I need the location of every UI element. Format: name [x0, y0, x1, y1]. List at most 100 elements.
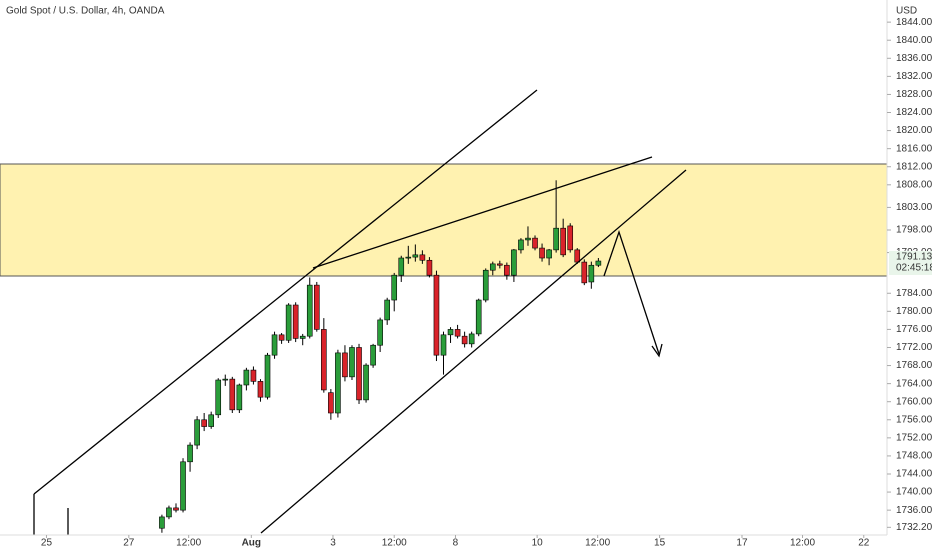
- y-tick-label: 1752.000: [896, 432, 932, 443]
- y-tick-label: 1764.000: [896, 378, 932, 389]
- candle-body: [539, 247, 545, 259]
- candle-body: [440, 334, 447, 356]
- y-tick-label: 1736.000: [896, 505, 932, 516]
- x-tick-label: 12:00: [585, 538, 610, 549]
- candle-body: [433, 274, 440, 356]
- candle-body: [215, 379, 222, 416]
- candle-body: [278, 334, 285, 341]
- supply-zone: [0, 163, 888, 277]
- y-tick-label: 1820.000: [896, 125, 932, 136]
- candle-body: [236, 384, 243, 411]
- candle-body: [489, 263, 496, 271]
- x-tick-label: 12:00: [382, 538, 407, 549]
- x-tick-label: 17: [736, 538, 748, 549]
- candle-body: [426, 259, 433, 276]
- y-tick-label: 1780.000: [896, 306, 932, 317]
- candle-body: [447, 329, 454, 336]
- y-tick-label: 1832.000: [896, 71, 932, 82]
- candle-body: [180, 461, 186, 511]
- candle-body: [349, 347, 355, 378]
- candle-body: [187, 444, 193, 463]
- y-tick-label: 1732.200: [896, 522, 932, 533]
- candle-body: [335, 352, 341, 414]
- candle-body: [363, 364, 369, 401]
- y-tick-label: 1812.000: [896, 161, 932, 172]
- candle-body: [377, 319, 383, 346]
- candle-body: [208, 414, 214, 427]
- candle-body: [257, 381, 264, 398]
- candle-body: [595, 260, 602, 266]
- candle-body: [159, 516, 165, 529]
- y-tick-label: 1816.000: [896, 143, 932, 154]
- candle-body: [342, 352, 348, 378]
- candle-body: [497, 263, 503, 266]
- y-tick-label: 1836.000: [896, 53, 932, 64]
- candle-body: [518, 239, 524, 251]
- y-tick-label: 1840.000: [896, 35, 932, 46]
- candles: [159, 180, 602, 533]
- y-tick-label: 1760.000: [896, 396, 932, 407]
- candle-body: [482, 269, 489, 301]
- y-tick-label: 1784.000: [896, 288, 932, 299]
- candle-body: [475, 299, 482, 335]
- y-tick-label: 1808.000: [896, 179, 932, 190]
- x-tick-label: 8: [453, 538, 459, 549]
- candle-body: [243, 369, 250, 386]
- channel-lower: [260, 169, 687, 534]
- candle-body: [271, 334, 278, 356]
- drawings: [33, 89, 687, 535]
- candle-body: [285, 304, 292, 341]
- candle-body: [264, 354, 271, 398]
- candle-body: [398, 257, 405, 276]
- candle-body: [166, 507, 172, 518]
- candle-body: [581, 261, 588, 284]
- candle-body: [391, 274, 398, 301]
- x-tick-label: 12:00: [790, 538, 815, 549]
- projection-arrow: [603, 229, 660, 355]
- candle-body: [292, 304, 299, 339]
- candle-body: [250, 369, 257, 382]
- candle-body: [525, 237, 531, 241]
- candle-body: [173, 507, 179, 511]
- candle-body: [313, 284, 320, 330]
- candle-body: [194, 419, 200, 446]
- x-tick-label: 3: [330, 538, 336, 549]
- candle-body: [574, 249, 581, 263]
- wedge-top: [312, 156, 653, 269]
- candle-body: [419, 254, 426, 261]
- chart-title: Gold Spot / U.S. Dollar, 4h, OANDA: [6, 6, 165, 17]
- y-tick-label: 1828.000: [896, 89, 932, 100]
- candle-body: [504, 264, 510, 276]
- x-tick-label: 25: [41, 538, 53, 549]
- candle-body: [229, 378, 236, 411]
- countdown: 02:45:18: [896, 263, 932, 274]
- candle-body: [454, 329, 461, 337]
- y-tick-label: 1803.000: [896, 202, 932, 213]
- candle-body: [567, 225, 574, 251]
- x-tick-label: 15: [654, 538, 666, 549]
- y-tick-label: 1844.000: [896, 17, 932, 28]
- candle-body: [588, 264, 595, 283]
- y-tick-label: 1740.000: [896, 487, 932, 498]
- candle-body: [299, 335, 306, 339]
- candle-body: [370, 344, 376, 366]
- candle-body: [546, 249, 552, 259]
- candle-body: [560, 227, 566, 256]
- candle-body: [461, 335, 468, 345]
- last-price-box: [889, 251, 932, 275]
- candle-body: [532, 237, 538, 249]
- candle-body: [306, 284, 313, 337]
- candle-body: [222, 378, 229, 381]
- x-tick-label: Aug: [242, 538, 261, 549]
- candle-body: [511, 249, 517, 276]
- y-tick-label: 1756.000: [896, 414, 932, 425]
- x-tick-label: 12:00: [176, 538, 201, 549]
- x-tick-label: 10: [532, 538, 544, 549]
- candle-body: [328, 392, 334, 414]
- candle-body: [553, 227, 559, 251]
- y-tick-label: 1772.000: [896, 342, 932, 353]
- y-tick-label: 1744.000: [896, 469, 932, 480]
- y-tick-label: 1776.000: [896, 324, 932, 335]
- candle-body: [201, 419, 207, 427]
